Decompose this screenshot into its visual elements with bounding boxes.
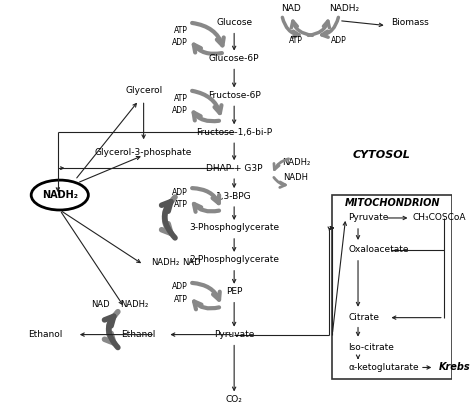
- Text: ATP: ATP: [173, 26, 187, 35]
- Text: Biomass: Biomass: [392, 18, 429, 27]
- Text: ADP: ADP: [172, 188, 187, 197]
- Text: α-ketoglutarate: α-ketoglutarate: [348, 363, 419, 372]
- Text: PEP: PEP: [226, 287, 242, 296]
- Text: CO₂: CO₂: [226, 395, 243, 404]
- Text: NAD: NAD: [91, 300, 110, 309]
- Text: NADH₂: NADH₂: [42, 190, 78, 200]
- Text: NADH₂: NADH₂: [328, 4, 359, 13]
- Text: NADH₂: NADH₂: [151, 258, 180, 267]
- Text: Citrate: Citrate: [348, 313, 380, 322]
- Text: ADP: ADP: [172, 106, 187, 115]
- Text: ATP: ATP: [173, 200, 187, 208]
- Text: NADH: NADH: [283, 173, 309, 181]
- Text: NAD: NAD: [182, 258, 201, 267]
- Text: Glycerol-3-phosphate: Glycerol-3-phosphate: [95, 148, 192, 157]
- Text: ATP: ATP: [173, 94, 187, 103]
- Text: NADH₂: NADH₂: [282, 158, 310, 167]
- Text: Ethanol: Ethanol: [28, 330, 63, 339]
- Text: NAD: NAD: [282, 4, 301, 13]
- Text: Pyruvate: Pyruvate: [214, 330, 255, 339]
- Text: ATP: ATP: [173, 295, 187, 304]
- Text: Iso-citrate: Iso-citrate: [348, 343, 394, 352]
- Text: Krebs: Krebs: [439, 362, 471, 373]
- Text: 3-Phosphoglycerate: 3-Phosphoglycerate: [189, 223, 279, 232]
- Text: Glucose-6P: Glucose-6P: [209, 54, 259, 63]
- Text: ADP: ADP: [172, 38, 187, 47]
- Text: ATP: ATP: [289, 36, 303, 45]
- Text: CH₃COSCoA: CH₃COSCoA: [412, 213, 466, 223]
- Text: Pyruvate: Pyruvate: [348, 213, 389, 223]
- Text: DHAP + G3P: DHAP + G3P: [206, 164, 263, 173]
- Text: 1,3-BPG: 1,3-BPG: [216, 192, 252, 200]
- Text: 2-Phosphoglycerate: 2-Phosphoglycerate: [189, 255, 279, 264]
- Text: ADP: ADP: [331, 36, 347, 45]
- Text: Fructose-6P: Fructose-6P: [208, 91, 261, 100]
- Bar: [332, 195, 452, 379]
- Text: Glucose: Glucose: [216, 18, 252, 27]
- Text: Ethanol: Ethanol: [121, 330, 155, 339]
- Text: Glycerol: Glycerol: [125, 86, 162, 95]
- Text: NADH₂: NADH₂: [120, 300, 148, 309]
- Text: CYTOSOL: CYTOSOL: [353, 150, 411, 160]
- Text: Oxaloacetate: Oxaloacetate: [348, 245, 409, 255]
- Text: ADP: ADP: [172, 282, 187, 291]
- Text: MITOCHONDRION: MITOCHONDRION: [345, 198, 440, 208]
- Text: Fructose-1,6-bi-P: Fructose-1,6-bi-P: [196, 128, 272, 137]
